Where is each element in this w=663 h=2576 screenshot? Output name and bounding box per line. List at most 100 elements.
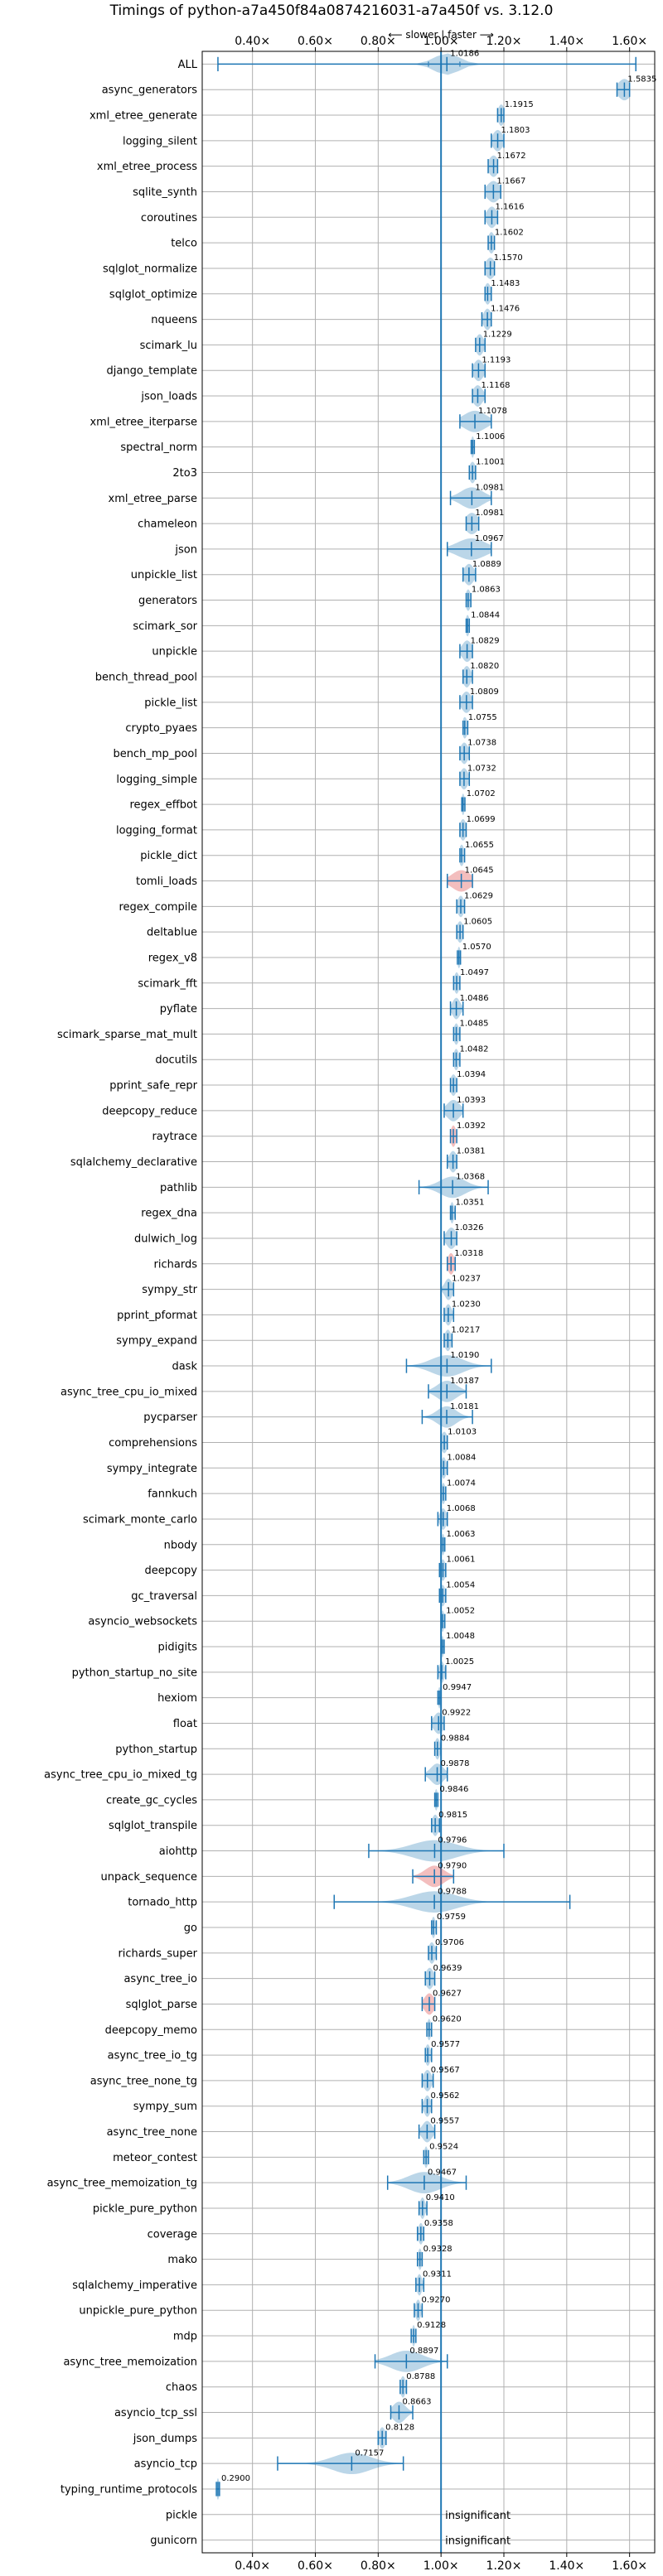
value-label: 1.0351: [455, 1198, 484, 1207]
benchmark-label: async_tree_none: [107, 2126, 197, 2139]
benchmark-label: json_dumps: [133, 2433, 197, 2445]
benchmark-label: bench_mp_pool: [113, 748, 197, 760]
violins: 1.0186 1.5835 1.1915 1.1803 1.1672 1.1667 1.16…: [215, 50, 656, 2553]
benchmark-label: sympy_str: [142, 1284, 197, 1296]
benchmark-label: pycparser: [143, 1411, 197, 1424]
value-label: 1.0186: [450, 50, 479, 59]
value-label: 1.0863: [472, 586, 501, 595]
value-label: 1.0084: [447, 1453, 476, 1462]
benchmark-label: go: [184, 1922, 197, 1935]
x-tick-label: 0.40×: [235, 2559, 270, 2573]
value-label: 1.0068: [447, 1504, 476, 1513]
benchmark-label: sqlite_synth: [133, 186, 197, 199]
benchmark-label: mako: [167, 2254, 197, 2266]
benchmark-label: sqlglot_parse: [126, 1999, 197, 2011]
benchmark-label: hexiom: [157, 1692, 197, 1705]
insignificant-label: insignificant: [445, 2510, 511, 2522]
benchmark-label: logging_silent: [123, 135, 197, 147]
benchmark-label: regex_v8: [148, 952, 197, 964]
benchmark-label: crypto_pyaes: [125, 722, 197, 735]
benchmark-label: unpickle_pure_python: [79, 2305, 197, 2318]
benchmark-label: unpack_sequence: [100, 1871, 197, 1884]
value-label: 0.9878: [441, 1759, 470, 1768]
benchmark-label: async_generators: [102, 84, 198, 97]
benchmark-label: chameleon: [138, 519, 197, 531]
value-label: 1.0967: [475, 534, 504, 543]
value-label: 1.0820: [470, 662, 499, 671]
benchmark-label: scimark_fft: [138, 977, 197, 990]
value-label: 0.9947: [443, 1683, 472, 1692]
x-tick-label: 0.40×: [235, 35, 270, 48]
value-label: 0.9815: [438, 1811, 467, 1820]
benchmark-label: asyncio_tcp_ssl: [114, 2407, 197, 2419]
value-label: 1.0025: [445, 1657, 474, 1667]
benchmark-label: chaos: [166, 2381, 197, 2394]
benchmark-label: mdp: [173, 2331, 197, 2343]
value-label: 0.8788: [406, 2372, 435, 2381]
value-label: 1.0061: [446, 1556, 475, 1565]
x-tick-label: 0.60×: [298, 35, 333, 48]
x-tick-label: 1.60×: [612, 35, 647, 48]
benchmark-label: pyflate: [160, 1003, 197, 1015]
benchmark-label: regex_dna: [141, 1208, 197, 1220]
value-label: 0.2900: [221, 2474, 250, 2483]
benchmark-label: unpickle_list: [131, 569, 197, 581]
benchmark-label: django_template: [107, 365, 197, 378]
value-label: 1.0981: [475, 483, 504, 492]
benchmark-label: sqlglot_normalize: [103, 263, 197, 275]
benchmark-label: 2to3: [172, 467, 197, 480]
value-label: 1.1672: [497, 152, 526, 161]
benchmark-label: pprint_safe_repr: [109, 1080, 197, 1093]
value-label: 1.1602: [495, 228, 524, 237]
benchmark-label: regex_effbot: [129, 799, 197, 812]
benchmark-label: scimark_sparse_mat_mult: [57, 1029, 197, 1041]
benchmark-label: deltablue: [147, 927, 197, 939]
benchmark-label: tornado_http: [128, 1897, 197, 1909]
value-label: 1.1193: [482, 355, 511, 364]
benchmark-label: async_tree_io: [123, 1973, 197, 1985]
direction-annotation: ⟵ slower | faster ⟶: [388, 29, 494, 41]
value-label: 0.9790: [438, 1862, 467, 1871]
value-label: 1.0103: [448, 1428, 477, 1437]
benchmark-label: scimark_sor: [133, 620, 197, 633]
benchmark-label: python_startup: [115, 1744, 197, 1756]
value-label: 0.9639: [433, 1964, 462, 1973]
value-label: 1.0629: [464, 891, 493, 900]
value-label: 1.1616: [495, 202, 524, 211]
value-label: 1.0393: [457, 1096, 486, 1105]
value-label: 1.0645: [465, 866, 494, 876]
value-label: 0.9557: [430, 2117, 459, 2126]
benchmark-label: sqlalchemy_declarative: [70, 1156, 197, 1169]
benchmark-label: pathlib: [160, 1182, 197, 1194]
value-label: 0.9562: [431, 2091, 460, 2101]
benchmark-label: meteor_contest: [113, 2152, 197, 2164]
benchmark-label: generators: [138, 595, 197, 607]
x-tick-label: 0.60×: [298, 2559, 333, 2573]
value-label: 1.1006: [476, 432, 505, 441]
benchmark-label: aiohttp: [159, 1845, 197, 1858]
x-axis-bottom: 0.40× 0.60× 0.80× 1.00× 1.20× 1.40× 1.60×: [235, 2553, 647, 2573]
value-label: 1.0809: [470, 687, 499, 697]
benchmark-label: xml_etree_generate: [90, 110, 197, 123]
value-label: 0.9627: [433, 1990, 462, 1999]
value-label: 0.8663: [402, 2398, 431, 2407]
benchmark-label: typing_runtime_protocols: [60, 2483, 197, 2496]
value-label: 1.0497: [460, 968, 489, 977]
value-label: 1.0655: [465, 841, 494, 850]
benchmark-label: coverage: [148, 2228, 197, 2241]
chart-title: Timings of python-a7a450f84a0874216031-a…: [109, 2, 554, 19]
value-label: 1.0054: [446, 1581, 475, 1590]
x-tick-label: 1.20×: [486, 2559, 522, 2573]
benchmark-label: bench_thread_pool: [95, 672, 197, 684]
value-label: 1.0217: [451, 1325, 480, 1334]
value-label: 1.1483: [491, 279, 520, 288]
value-label: 1.1667: [496, 177, 525, 186]
value-label: 0.8897: [409, 2347, 438, 2356]
value-label: 1.0063: [447, 1530, 476, 1539]
value-label: 1.0048: [446, 1632, 475, 1641]
value-label: 0.9788: [438, 1887, 467, 1896]
benchmark-labels: ALL async_generators xml_etree_generatelog…: [44, 59, 198, 2547]
x-tick-label: 1.00×: [423, 2559, 459, 2573]
value-label: 0.9270: [421, 2295, 450, 2304]
